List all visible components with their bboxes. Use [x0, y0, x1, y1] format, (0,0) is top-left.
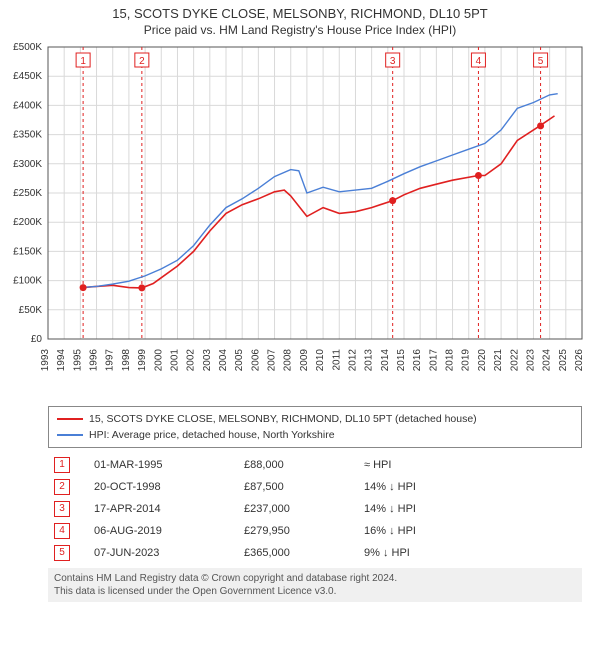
y-tick-label: £450K [13, 71, 42, 82]
legend-row: HPI: Average price, detached house, Nort… [57, 427, 573, 443]
price-chart: £0 £50K £100K £150K £200K £250K £300K £350K £400… [0, 39, 600, 399]
table-row: 3 17-APR-2014£237,00014% ↓ HPI [48, 498, 582, 520]
sale-row-marker: 5 [54, 545, 70, 561]
x-tick-label: 2022 [509, 349, 520, 372]
sales-table: 1 01-MAR-1995£88,000≈ HPI 2 20-OCT-1998£87,… [48, 454, 582, 564]
y-tick-label: £500K [13, 42, 42, 53]
y-tick-label: £350K [13, 130, 42, 141]
sale-marker-num: 4 [476, 56, 482, 67]
x-tick-label: 2020 [477, 349, 488, 372]
chart-titles: 15, SCOTS DYKE CLOSE, MELSONBY, RICHMOND… [0, 0, 600, 39]
x-tick-label: 2005 [234, 349, 245, 372]
x-tick-label: 2007 [267, 349, 278, 372]
sale-row-marker: 3 [54, 501, 70, 517]
x-tick-label: 2008 [283, 349, 294, 372]
y-tick-label: £150K [13, 246, 42, 257]
x-tick-label: 1996 [89, 349, 100, 372]
sale-date: 01-MAR-1995 [88, 454, 238, 476]
y-tick-label: £400K [13, 100, 42, 111]
chart-area: £0 £50K £100K £150K £200K £250K £300K £350K £400… [0, 39, 600, 402]
x-tick-label: 1994 [56, 349, 67, 372]
x-tick-label: 1999 [137, 349, 148, 372]
x-tick-label: 2000 [153, 349, 164, 372]
sale-price: £88,000 [238, 454, 358, 476]
legend-swatch [57, 434, 83, 436]
sale-row-marker: 2 [54, 479, 70, 495]
sale-marker-num: 1 [80, 56, 86, 67]
y-tick-label: £250K [13, 188, 42, 199]
x-tick-label: 2012 [347, 349, 358, 372]
x-tick-label: 2019 [461, 349, 472, 372]
x-tick-label: 2026 [574, 349, 585, 372]
x-tick-label: 2011 [331, 349, 342, 371]
x-tick-label: 2023 [525, 349, 536, 372]
legend-box: 15, SCOTS DYKE CLOSE, MELSONBY, RICHMOND… [48, 406, 582, 448]
x-tick-label: 2024 [542, 349, 553, 372]
sale-delta: 14% ↓ HPI [358, 476, 582, 498]
y-tick-label: £300K [13, 159, 42, 170]
y-tick-label: £100K [13, 276, 42, 287]
legend-row: 15, SCOTS DYKE CLOSE, MELSONBY, RICHMOND… [57, 411, 573, 427]
x-tick-label: 1998 [121, 349, 132, 372]
table-row: 5 07-JUN-2023£365,0009% ↓ HPI [48, 542, 582, 564]
x-tick-label: 2001 [169, 349, 180, 372]
footer-attribution: Contains HM Land Registry data © Crown c… [48, 568, 582, 602]
sale-point [389, 197, 396, 204]
x-tick-label: 1997 [105, 349, 116, 372]
x-tick-label: 2004 [218, 349, 229, 372]
sale-delta: 14% ↓ HPI [358, 498, 582, 520]
table-row: 4 06-AUG-2019£279,95016% ↓ HPI [48, 520, 582, 542]
x-tick-label: 2009 [299, 349, 310, 372]
x-tick-label: 2003 [202, 349, 213, 372]
x-tick-label: 2013 [364, 349, 375, 372]
sale-row-marker: 4 [54, 523, 70, 539]
sale-delta: 16% ↓ HPI [358, 520, 582, 542]
sale-delta: ≈ HPI [358, 454, 582, 476]
legend-swatch [57, 418, 83, 420]
sale-price: £279,950 [238, 520, 358, 542]
y-tick-label: £0 [31, 334, 43, 345]
sale-date: 20-OCT-1998 [88, 476, 238, 498]
legend-label: 15, SCOTS DYKE CLOSE, MELSONBY, RICHMOND… [89, 413, 477, 425]
x-tick-label: 2010 [315, 349, 326, 372]
footer-line2: This data is licensed under the Open Gov… [54, 585, 576, 598]
title-subtitle: Price paid vs. HM Land Registry's House … [8, 23, 592, 37]
sale-delta: 9% ↓ HPI [358, 542, 582, 564]
sale-point [537, 122, 544, 129]
sale-price: £237,000 [238, 498, 358, 520]
sale-marker-num: 3 [390, 56, 396, 67]
sale-price: £87,500 [238, 476, 358, 498]
x-tick-label: 2006 [250, 349, 261, 372]
x-tick-label: 2025 [558, 349, 569, 372]
x-tick-label: 2021 [493, 349, 504, 372]
sale-marker-num: 5 [538, 56, 544, 67]
x-tick-label: 2015 [396, 349, 407, 372]
y-tick-label: £50K [19, 305, 43, 316]
table-row: 2 20-OCT-1998£87,50014% ↓ HPI [48, 476, 582, 498]
x-tick-label: 2017 [428, 349, 439, 372]
table-row: 1 01-MAR-1995£88,000≈ HPI [48, 454, 582, 476]
sale-price: £365,000 [238, 542, 358, 564]
sale-date: 06-AUG-2019 [88, 520, 238, 542]
y-tick-label: £200K [13, 217, 42, 228]
sale-date: 07-JUN-2023 [88, 542, 238, 564]
sale-row-marker: 1 [54, 457, 70, 473]
x-tick-label: 2016 [412, 349, 423, 372]
footer-line1: Contains HM Land Registry data © Crown c… [54, 572, 576, 585]
sale-date: 17-APR-2014 [88, 498, 238, 520]
sale-marker-num: 2 [139, 56, 145, 67]
sale-point [138, 284, 145, 291]
x-tick-label: 2002 [186, 349, 197, 372]
x-tick-label: 1995 [72, 349, 83, 372]
x-tick-label: 2018 [445, 349, 456, 372]
sale-point [80, 284, 87, 291]
x-tick-label: 2014 [380, 349, 391, 372]
sale-point [475, 172, 482, 179]
title-address: 15, SCOTS DYKE CLOSE, MELSONBY, RICHMOND… [8, 6, 592, 21]
x-tick-label: 1993 [40, 349, 51, 372]
legend-label: HPI: Average price, detached house, Nort… [89, 429, 335, 441]
